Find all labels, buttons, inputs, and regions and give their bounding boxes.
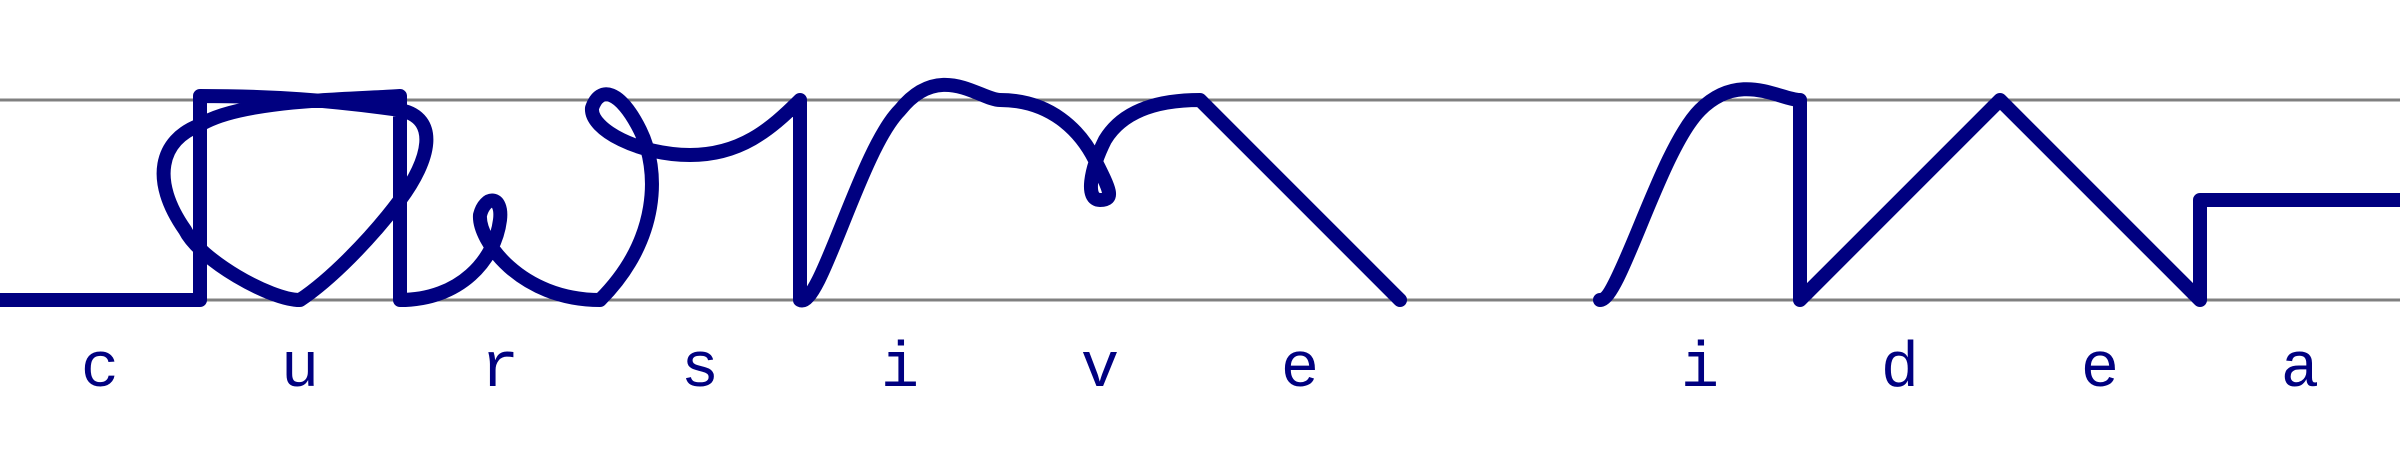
- letter-label: a: [2280, 334, 2320, 406]
- letter-label: v: [1080, 334, 1120, 406]
- letter-label: i: [1680, 334, 1720, 406]
- letter-label: e: [1280, 334, 1320, 406]
- letter-labels: c u r s i v e i d e a: [0, 330, 2400, 410]
- letter-label: i: [880, 334, 920, 406]
- letter-label: s: [680, 334, 720, 406]
- letter-label: r: [480, 334, 520, 406]
- letter-label: u: [280, 334, 320, 406]
- letter-label: d: [1880, 334, 1920, 406]
- letter-label: e: [2080, 334, 2120, 406]
- cursive-stroke-idea: [1593, 82, 2400, 307]
- letter-label: c: [80, 334, 120, 406]
- cursive-stroke-main: [0, 77, 1407, 308]
